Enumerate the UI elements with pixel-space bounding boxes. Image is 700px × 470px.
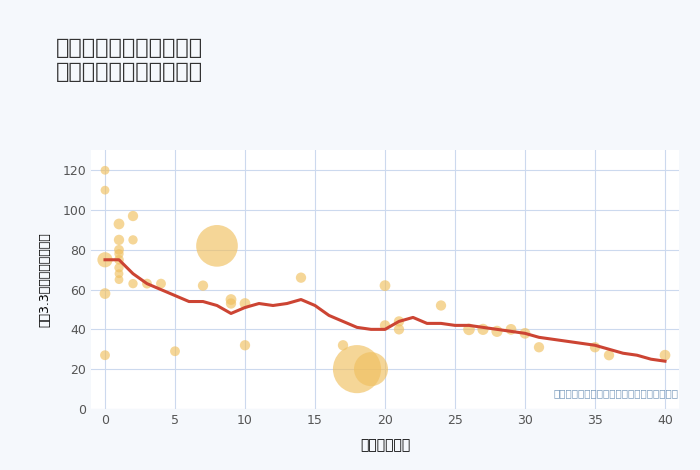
Point [435,302,447,309]
Point [113,256,125,264]
Point [337,342,349,349]
Point [393,326,405,333]
Point [127,212,139,220]
Point [393,318,405,325]
Point [351,365,363,373]
Point [99,166,111,174]
Point [379,282,391,290]
Point [533,344,545,351]
Point [239,342,251,349]
Point [113,276,125,283]
Point [99,187,111,194]
Point [99,290,111,298]
Point [211,242,223,250]
Point [127,280,139,287]
Point [239,300,251,307]
Point [141,280,153,287]
Point [225,296,237,303]
Point [603,352,615,359]
Point [113,246,125,254]
Point [113,236,125,243]
Point [155,280,167,287]
Point [113,270,125,277]
Point [113,250,125,258]
Point [491,328,503,335]
Text: 円の大きさは、取引のあった物件面積を示す: 円の大きさは、取引のあった物件面積を示す [554,389,679,399]
Point [589,344,601,351]
Point [477,326,489,333]
Point [463,326,475,333]
Point [127,236,139,243]
Point [225,300,237,307]
Text: 千葉県市原市辰巳台東の
築年数別中古戸建て価格: 千葉県市原市辰巳台東の 築年数別中古戸建て価格 [56,38,203,82]
X-axis label: 築年数（年）: 築年数（年） [360,438,410,452]
Point [197,282,209,290]
Point [379,321,391,329]
Point [365,365,377,373]
Y-axis label: 坪（3.3㎡）単価（万円）: 坪（3.3㎡）単価（万円） [38,232,51,327]
Point [99,352,111,359]
Point [169,347,181,355]
Point [519,329,531,337]
Point [99,256,111,264]
Point [659,352,671,359]
Point [295,274,307,282]
Point [113,264,125,272]
Point [113,220,125,228]
Point [505,326,517,333]
